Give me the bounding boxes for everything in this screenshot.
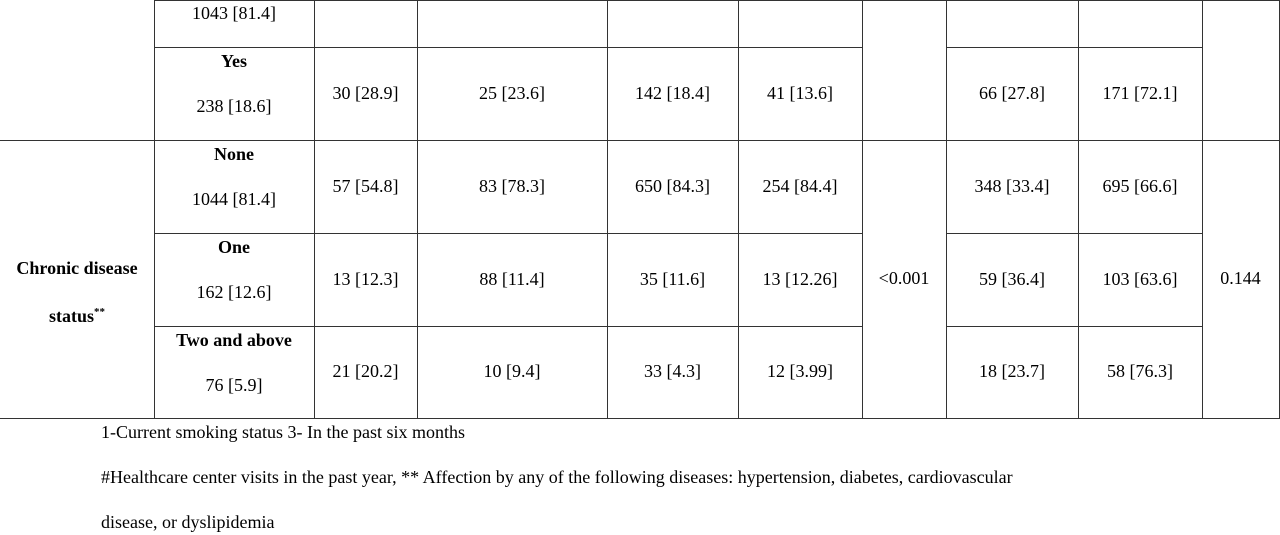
row-count: 1043 [81.4]: [192, 3, 276, 23]
cell-value: 25 [23.6]: [479, 82, 545, 103]
row-border: [0, 140, 1280, 141]
row-border: [314, 233, 418, 234]
row-label: None: [214, 144, 254, 164]
cell-value: 171 [72.1]: [1102, 82, 1178, 103]
cell-value: 58 [76.3]: [1107, 361, 1173, 381]
row-border: [1078, 326, 1203, 327]
row-count: 76 [5.9]: [205, 375, 263, 395]
cell-value: 88 [11.4]: [479, 268, 545, 289]
col-border: [314, 0, 315, 419]
row-border: [738, 326, 863, 327]
row-count: 162 [12.6]: [196, 282, 272, 302]
cell-value: 348 [33.4]: [974, 175, 1050, 196]
row-border: [0, 418, 1280, 419]
row-border: [607, 233, 739, 234]
row-border: [946, 233, 1079, 234]
footnote: 1-Current smoking status 3- In the past …: [101, 422, 465, 442]
cell-value: 650 [84.3]: [635, 175, 710, 196]
row-border: [417, 47, 608, 48]
col-border: [1078, 0, 1079, 419]
row-label: Yes: [221, 51, 247, 71]
row-count: 1044 [81.4]: [192, 189, 276, 209]
cell-value: 254 [84.4]: [762, 175, 838, 196]
cell-value: 695 [66.6]: [1102, 175, 1178, 196]
col-border: [946, 0, 947, 419]
row-border: [154, 47, 315, 48]
col-border: [738, 0, 739, 419]
cell-value: 83 [78.3]: [479, 175, 545, 196]
col-border: [862, 0, 863, 419]
col-border: [417, 0, 418, 419]
cell-value: 30 [28.9]: [332, 82, 399, 103]
cell-value: 18 [23.7]: [979, 361, 1045, 381]
cell-value: 33 [4.3]: [644, 361, 701, 381]
row-border: [154, 326, 315, 327]
row-label: One: [217, 237, 250, 257]
group-label: Chronic disease: [16, 258, 138, 278]
col-border: [154, 0, 155, 419]
row-border: [738, 233, 863, 234]
cell-value: 57 [54.8]: [332, 175, 399, 196]
cell-value: 103 [63.6]: [1102, 268, 1178, 289]
p-value: <0.001: [878, 268, 930, 288]
row-count: 238 [18.6]: [196, 96, 272, 116]
cell-value: 13 [12.3]: [332, 268, 399, 289]
p-value: 0.144: [1220, 268, 1261, 288]
row-border: [1078, 47, 1203, 48]
row-border: [738, 47, 863, 48]
cell-value: 66 [27.8]: [979, 82, 1045, 103]
cell-value: 13 [12.26]: [762, 268, 838, 289]
cell-value: 142 [18.4]: [635, 82, 710, 103]
col-border: [1202, 0, 1203, 419]
row-border: [417, 326, 608, 327]
cell-value: 12 [3.99]: [767, 361, 833, 381]
row-border: [314, 47, 418, 48]
row-border: [314, 326, 418, 327]
row-border: [154, 233, 315, 234]
footnote: #Healthcare center visits in the past ye…: [101, 467, 1013, 487]
row-border: [417, 233, 608, 234]
row-border: [607, 326, 739, 327]
cell-value: 21 [20.2]: [332, 361, 399, 381]
footnote: disease, or dyslipidemia: [101, 512, 275, 532]
cell-value: 10 [9.4]: [483, 361, 541, 381]
col-border: [607, 0, 608, 419]
row-border: [946, 47, 1079, 48]
row-label: Two and above: [176, 330, 292, 350]
cell-value: 59 [36.4]: [979, 268, 1045, 289]
top-border: [154, 0, 1280, 1]
row-border: [1078, 233, 1203, 234]
group-label: status**: [48, 306, 105, 326]
row-border: [607, 47, 739, 48]
cell-value: 35 [11.6]: [639, 268, 706, 289]
label-mark: **: [94, 306, 105, 318]
cell-value: 41 [13.6]: [767, 82, 833, 103]
row-border: [946, 326, 1079, 327]
